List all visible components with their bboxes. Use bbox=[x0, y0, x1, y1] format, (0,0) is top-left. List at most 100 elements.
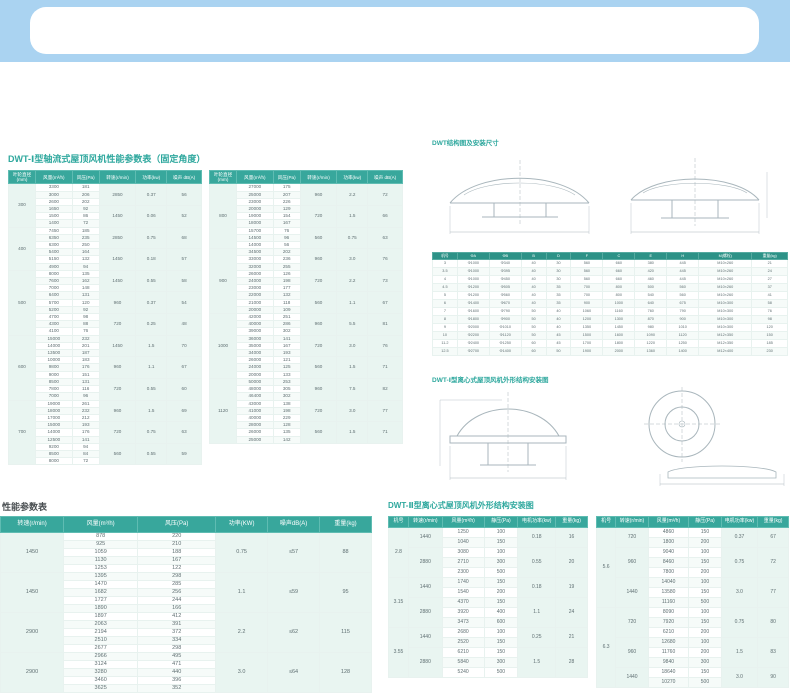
table-row: 17000 212 bbox=[9, 413, 202, 423]
table-row: 3.15 1440 1740 150 0.18 19 bbox=[388, 576, 588, 628]
table-row: 6400 131 960 0.37 54 bbox=[9, 291, 202, 315]
dwt2-section-title: DWT-Ⅱ型离心式屋顶风机外形结构安装图 bbox=[388, 501, 534, 510]
column-header: 风压(Pa) bbox=[272, 169, 301, 185]
column-header: 转速(r/min) bbox=[299, 169, 338, 185]
table-row: 25000 142 bbox=[210, 435, 403, 444]
column-header: 重量(kg) bbox=[751, 251, 788, 261]
column-header: 叶轮直径(mm) bbox=[7, 169, 37, 185]
table-row: 14000 56 bbox=[210, 241, 403, 250]
table-row: 26000 121 560 1.5 71 bbox=[210, 356, 403, 379]
table-row: 10 Φ2200 Φ1120 50 45 1500 1600 1090 1120 M12×350 1… bbox=[432, 331, 788, 341]
table-row: 15700 76 560 0.75 63 bbox=[210, 226, 403, 250]
top-banner-card bbox=[30, 7, 759, 54]
table-row: 3.55 1440 2680 100 0.25 21 bbox=[388, 626, 588, 678]
dwt2-table-right: 机号 转速(r/min) 风量(m³/h) 静压(Pa) 电机功率(kw) 重量(kg) 5… bbox=[595, 516, 789, 688]
table-row: 12500 141 bbox=[9, 435, 202, 444]
table-row: 23000 226 bbox=[210, 197, 403, 207]
table-row: 960 12680 100 1.5 83 bbox=[597, 636, 789, 668]
table-row: 4100 76 bbox=[9, 327, 202, 336]
table-row: 5.6 720 4860 150 0.37 67 bbox=[595, 526, 789, 608]
table-row: 1800 200 bbox=[597, 536, 789, 548]
table-row: 6350 235 bbox=[9, 233, 202, 243]
table-row: 28000 128 560 1.5 71 bbox=[210, 421, 403, 444]
table-row: 33000 236 bbox=[210, 255, 403, 264]
table-row: 13500 187 bbox=[9, 349, 202, 358]
table-row: 4 Φ1000 Φ450 40 30 560 660 460 445 M10×260 27 bbox=[432, 275, 788, 285]
axial-performance-title: DWT-Ⅰ型轴流式屋顶风机性能参数表（固定角度） bbox=[8, 154, 206, 164]
table-row: 14500 96 bbox=[210, 233, 403, 243]
table-row: 35000 167 bbox=[210, 341, 403, 351]
table-row: 18000 167 bbox=[210, 219, 403, 228]
table-row: 9 Φ2000 Φ1010 50 40 1350 1450 980 1010 M10×300 120 bbox=[432, 323, 788, 333]
table-row: 2900 1897 412 2.2 ≤62 115 bbox=[0, 612, 372, 653]
table-row: 2880 6210 150 1.5 28 bbox=[389, 646, 588, 678]
table-row: 43000 138 720 3.0 77 bbox=[210, 399, 403, 423]
centrifugal-fan-structure-drawing bbox=[439, 387, 785, 486]
table-row: 5700 120 bbox=[9, 298, 202, 307]
column-header: 转速(r/min) bbox=[0, 516, 65, 533]
table-row: 8000 72 bbox=[9, 457, 202, 466]
table-row: 20000 129 720 1.5 66 bbox=[210, 205, 403, 228]
table-row: 23000 177 bbox=[210, 284, 403, 293]
table-row: 9000 151 bbox=[9, 370, 202, 379]
column-header: 重量(kg) bbox=[319, 516, 372, 533]
column-header: 电机功率(kw) bbox=[720, 516, 759, 528]
table-row: 1440 14040 100 3.0 77 bbox=[597, 576, 789, 608]
table-row: 3 Φ1000 Φ340 40 30 560 660 380 445 M10×260 21 bbox=[432, 259, 788, 269]
table-row: 7800 116 bbox=[9, 385, 202, 394]
column-header: D bbox=[545, 251, 572, 261]
table-row: 46400 302 bbox=[210, 392, 403, 401]
column-header: 噪声 dB(A) bbox=[367, 169, 403, 185]
table-row: 1500 86 bbox=[9, 212, 202, 221]
table-row: 14000 201 bbox=[9, 341, 202, 351]
table-row: 7600 162 bbox=[9, 277, 202, 286]
column-header: 风量(m³/h) bbox=[236, 169, 274, 185]
table-row: 18000 232 bbox=[9, 406, 202, 415]
table-row: 600 15000 232 1450 1.5 70 bbox=[7, 334, 202, 401]
table-row: 4300 88 bbox=[9, 320, 202, 329]
column-header: H bbox=[666, 251, 700, 261]
column-header: 风量(m³/h) bbox=[441, 516, 485, 528]
table-row: 4900 94 bbox=[9, 262, 202, 271]
table-row: 800 27000 175 960 2.2 72 bbox=[208, 183, 403, 250]
column-header: 重量(kg) bbox=[555, 516, 588, 528]
table-row: 20000 133 bbox=[210, 370, 403, 379]
column-header: 静压(Pa) bbox=[483, 516, 519, 528]
table-row: 8 Φ1800 Φ900 50 40 1200 1300 870 900 M10×300 98 bbox=[432, 315, 788, 325]
dimension-table: 机号 ΦA ΦB B D F C E H M(螺栓) 重量(kg) 3 Φ1000 Φ340 40 30 560… bbox=[432, 251, 788, 357]
performance-table: 转速(r/min) 风量(m³/h) 风压(Pa) 功率(KW) 噪声dB(A) 重量(k… bbox=[0, 516, 372, 693]
table-row: 21000 118 bbox=[210, 298, 403, 307]
table-row: 7000 148 bbox=[9, 284, 202, 293]
table-row: 700 19000 261 960 1.5 69 bbox=[7, 399, 202, 466]
table-row: 2900 2966 495 3.0 ≤64 128 bbox=[0, 652, 372, 693]
table-row: 5 Φ1200 Φ560 40 35 700 800 540 560 M10×260 41 bbox=[432, 291, 788, 301]
column-header: 功率(kw) bbox=[135, 169, 168, 185]
centrifugal-drawing-title: DWT-Ⅰ型离心式屋顶风机外形结构安装图 bbox=[432, 377, 549, 384]
column-header: 转速(r/min) bbox=[407, 516, 443, 528]
table-row: 9800 176 bbox=[9, 363, 202, 372]
table-row: 1000 42000 251 960 5.5 81 bbox=[208, 313, 403, 379]
table-row: 10000 183 960 1.1 67 bbox=[9, 356, 202, 379]
table-row: 3000 206 bbox=[9, 190, 202, 199]
column-header: 功率(KW) bbox=[215, 516, 269, 533]
table-row: 6 Φ1400 Φ670 40 35 900 1000 640 675 M10×300 58 bbox=[432, 299, 788, 309]
column-header: F bbox=[570, 251, 604, 261]
column-header: 转速(r/min) bbox=[615, 516, 649, 528]
table-row: 5150 132 bbox=[9, 255, 202, 264]
axial-fan-structure-drawing bbox=[449, 158, 768, 234]
table-row: 15000 193 720 0.75 63 bbox=[9, 421, 202, 444]
column-header: 噪声dB(A) bbox=[267, 516, 321, 533]
column-header: ΦA bbox=[456, 251, 490, 261]
table-row: 24000 125 bbox=[210, 363, 403, 372]
table-row: 4.5 Φ1200 Φ505 40 35 700 800 500 560 M10×260 37 bbox=[432, 283, 788, 293]
table-row: 7000 96 bbox=[9, 392, 202, 401]
table-row: 14000 176 bbox=[9, 428, 202, 437]
column-header: 电机功率(kw) bbox=[517, 516, 557, 528]
table-row: 25000 207 bbox=[210, 190, 403, 199]
table-row: 960 9040 100 0.75 72 bbox=[597, 546, 789, 578]
column-header: E bbox=[634, 251, 668, 261]
table-row: 26000 135 bbox=[210, 428, 403, 437]
column-header: 风量(m³/h) bbox=[35, 169, 73, 185]
column-header: 风量(m³/h) bbox=[63, 516, 139, 533]
table-row: 1450 878 220 0.75 ≤57 88 bbox=[0, 532, 372, 573]
